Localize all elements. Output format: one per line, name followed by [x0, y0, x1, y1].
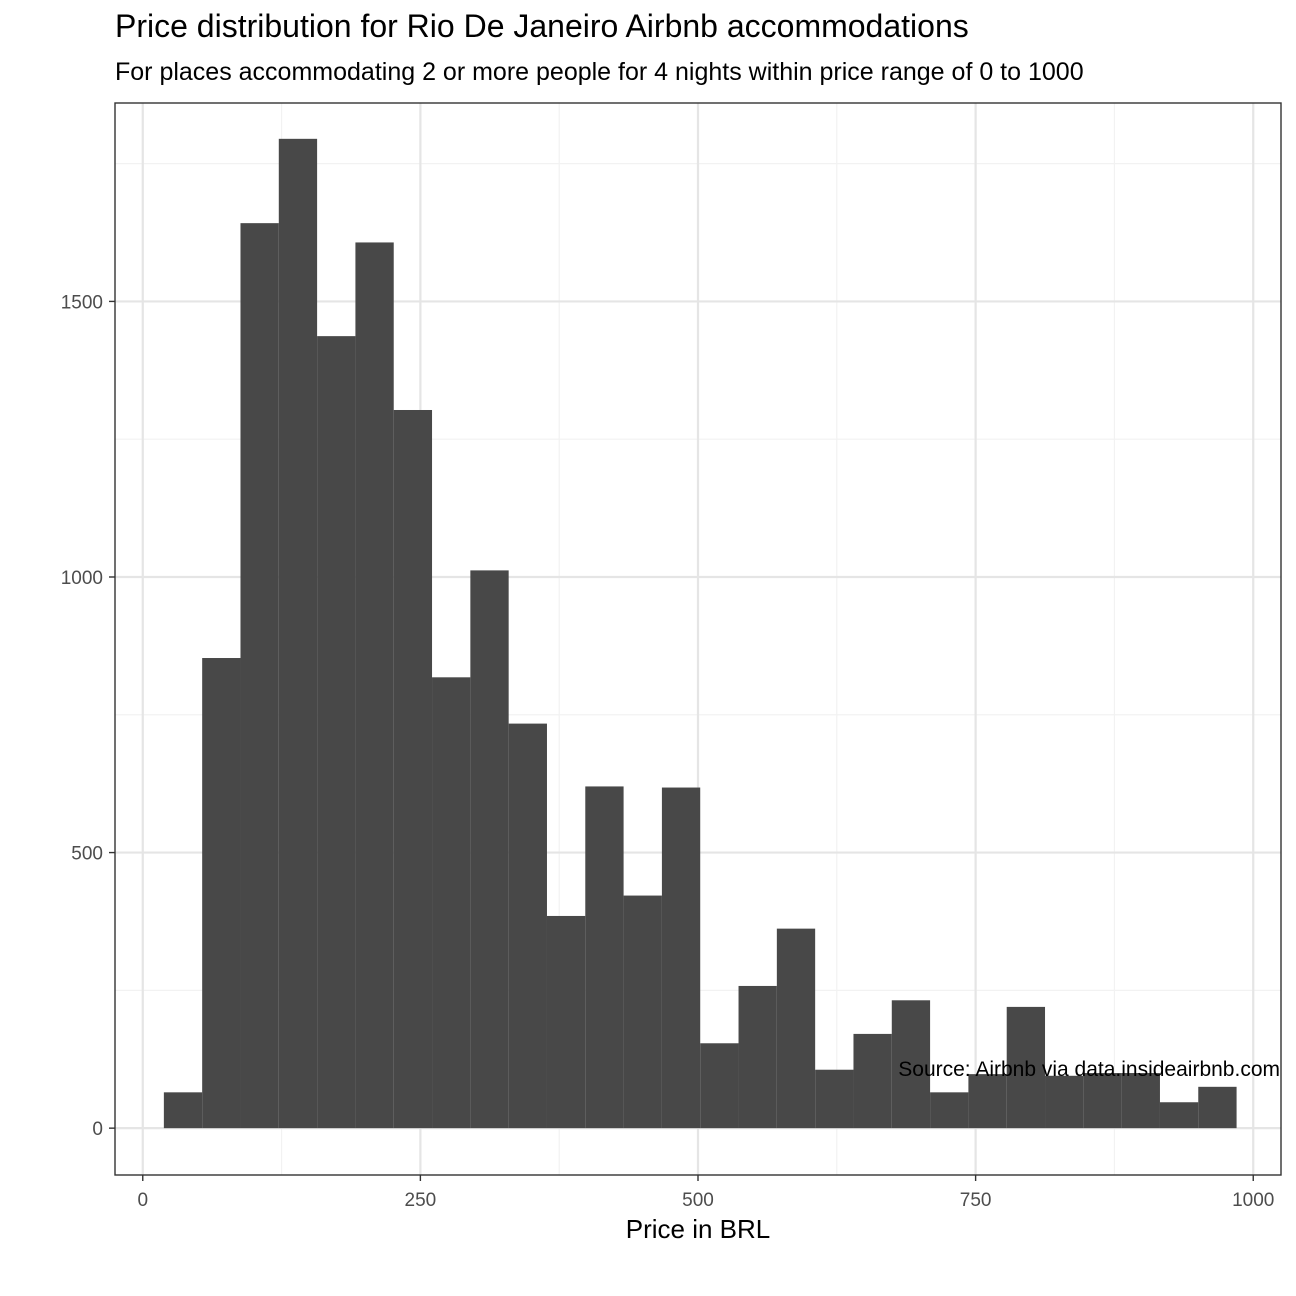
- histogram-bar: [585, 786, 624, 1129]
- histogram-bar: [1006, 1006, 1046, 1129]
- histogram-bar: [700, 1043, 739, 1129]
- x-tick-label: 250: [405, 1190, 437, 1211]
- histogram-bar: [278, 138, 318, 1129]
- y-tick-label: 1000: [61, 568, 103, 589]
- histogram-bar: [623, 895, 662, 1129]
- y-tick-label: 0: [92, 1119, 103, 1140]
- x-tick-label: 500: [682, 1190, 714, 1211]
- histogram-bar: [432, 677, 471, 1129]
- histogram-bars: [163, 138, 1237, 1129]
- histogram-bar: [1121, 1073, 1160, 1129]
- histogram-bar: [163, 1092, 203, 1129]
- histogram-bar: [317, 336, 356, 1129]
- histogram-bar: [968, 1074, 1007, 1129]
- y-tick-label: 500: [71, 844, 103, 865]
- histogram-bar: [508, 723, 547, 1129]
- histogram-bar: [1083, 1073, 1122, 1129]
- histogram-bar: [546, 915, 586, 1129]
- chart-subtitle: For places accommodating 2 or more peopl…: [115, 58, 1084, 86]
- histogram-bar: [1198, 1086, 1237, 1129]
- histogram-bar: [776, 928, 816, 1129]
- chart-caption: Source: Airbnb via data.insideairbnb.com: [898, 1058, 1280, 1081]
- histogram-bar: [930, 1092, 969, 1129]
- histogram-bar: [393, 409, 433, 1129]
- histogram-bar: [1045, 1075, 1084, 1129]
- histogram-bar: [202, 658, 241, 1129]
- histogram-bar: [1159, 1102, 1199, 1129]
- x-tick-label: 750: [960, 1190, 992, 1211]
- histogram-bar: [240, 223, 279, 1129]
- axis-ticks: 0 250 500 750 1000 0 500 1000 1500: [61, 292, 1275, 1211]
- histogram-bar: [470, 570, 509, 1129]
- histogram-bar: [853, 1033, 892, 1129]
- x-tick-label: 0: [137, 1190, 148, 1211]
- y-tick-label: 1500: [61, 292, 103, 313]
- x-axis-title: Price in BRL: [626, 1214, 771, 1244]
- chart-title: Price distribution for Rio De Janeiro Ai…: [115, 8, 969, 44]
- histogram-bar: [815, 1069, 854, 1129]
- x-tick-label: 1000: [1232, 1190, 1274, 1211]
- histogram-bar: [355, 242, 394, 1129]
- histogram-bar: [891, 1000, 931, 1129]
- histogram-bar: [738, 985, 777, 1129]
- histogram-bar: [661, 787, 701, 1129]
